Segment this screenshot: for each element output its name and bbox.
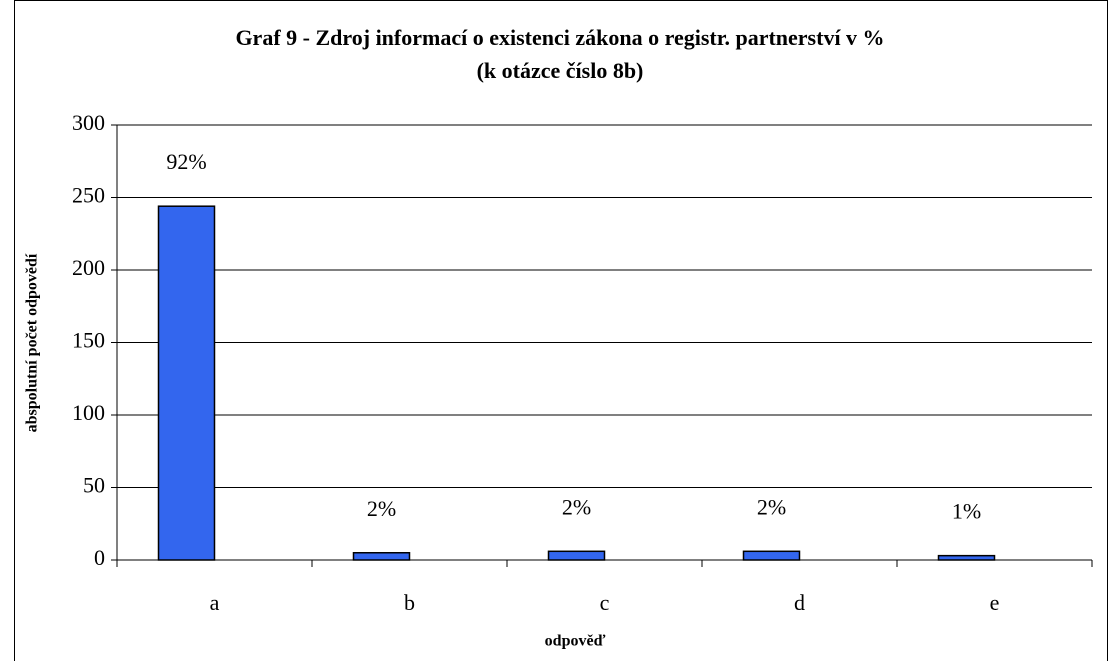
y-tick-label: 0: [94, 545, 105, 570]
y-tick-label: 150: [72, 328, 105, 353]
y-tick-label: 300: [72, 110, 105, 135]
data-label: 2%: [757, 494, 786, 519]
y-tick-label: 100: [72, 400, 105, 425]
x-tick-label: b: [404, 590, 415, 615]
data-label: 2%: [367, 496, 396, 521]
y-axis-label: abspolutní počet odpovědí: [24, 253, 41, 432]
bar: [547, 550, 606, 561]
bar: [157, 205, 216, 561]
bar: [742, 550, 801, 561]
chart-subtitle: (k otázce číslo 8b): [477, 58, 644, 83]
bar: [937, 554, 996, 561]
chart-frame: [14, 0, 1108, 661]
x-axis-label: odpověď: [545, 633, 606, 650]
y-tick-label: 200: [72, 255, 105, 280]
y-tick-label: 250: [72, 183, 105, 208]
data-label: 92%: [166, 149, 206, 174]
data-label: 2%: [562, 494, 591, 519]
bar: [352, 552, 411, 561]
y-tick-label: 50: [83, 473, 105, 498]
x-tick-label: d: [794, 590, 805, 615]
x-tick-label: e: [990, 590, 1000, 615]
x-tick-label: c: [600, 590, 610, 615]
x-tick-label: a: [210, 590, 220, 615]
chart-title: Graf 9 - Zdroj informací o existenci zák…: [235, 25, 884, 50]
data-label: 1%: [952, 499, 981, 524]
